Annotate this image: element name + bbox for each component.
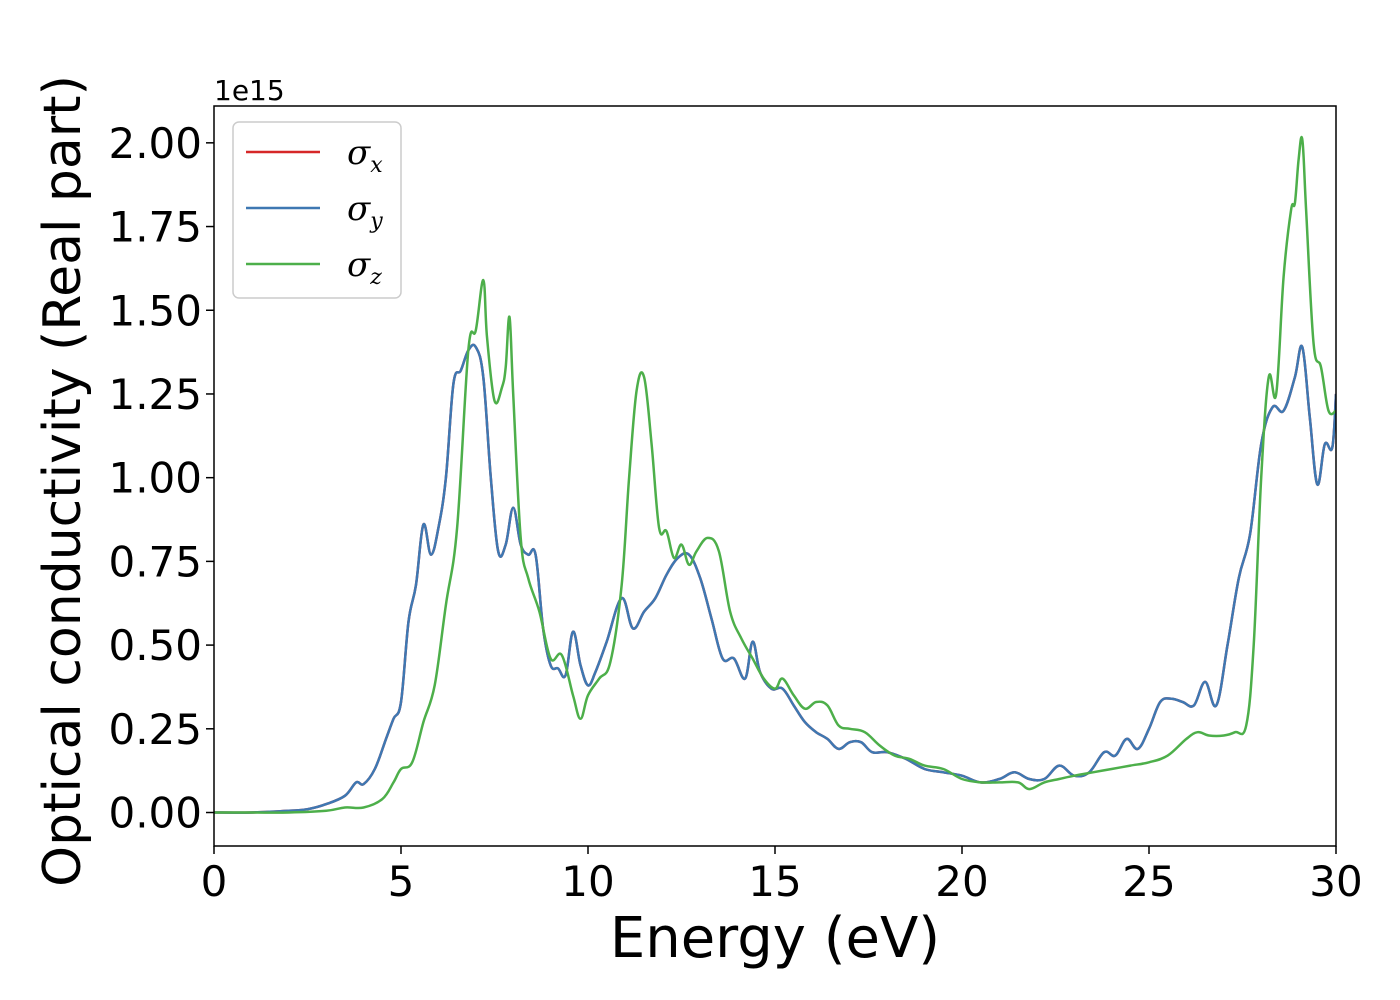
y-tick-label: 0.75 (108, 537, 202, 586)
y-tick-label: 0.50 (108, 621, 202, 670)
legend: σx σy σz (232, 121, 402, 299)
x-axis-label: Energy (eV) (610, 906, 940, 971)
legend-label-x: σx (347, 133, 383, 178)
x-tick-label: 20 (935, 857, 988, 906)
x-tick-label: 30 (1309, 857, 1362, 906)
y-tick-label: 0.25 (108, 705, 202, 754)
legend-label-z: σz (347, 245, 382, 290)
x-axis: 0 5 10 15 20 25 30 (201, 846, 1363, 906)
y-tick-label: 1.00 (108, 454, 202, 503)
y-offset-label: 1e15 (214, 74, 285, 107)
legend-box (232, 121, 402, 299)
x-tick-label: 10 (561, 857, 614, 906)
y-axis-label: Optical conductivity (Real part) (33, 75, 93, 887)
y-tick-label: 1.75 (108, 203, 202, 252)
x-tick-label: 5 (388, 857, 415, 906)
y-tick-label: 1.25 (108, 370, 202, 419)
series-line-z (214, 135, 1336, 814)
y-tick-label: 0.00 (108, 789, 202, 838)
y-axis: 0.00 0.25 0.50 0.75 1.00 1.25 1.50 1.75 2.00 (108, 119, 214, 838)
x-tick-label: 0 (201, 857, 228, 906)
x-tick-label: 15 (748, 857, 801, 906)
x-tick-label: 25 (1122, 857, 1175, 906)
series-layer (214, 135, 1336, 814)
legend-label-y: σy (347, 189, 383, 234)
y-tick-label: 2.00 (108, 119, 202, 168)
y-tick-label: 1.50 (108, 286, 202, 335)
series-line-y (214, 343, 1336, 814)
